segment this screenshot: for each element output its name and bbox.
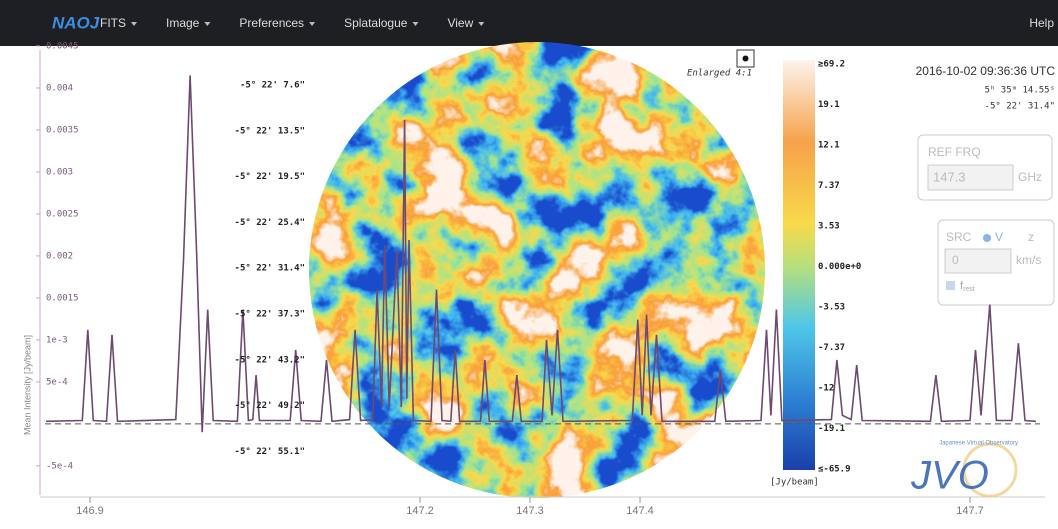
x-tick-label: 147.4 bbox=[626, 505, 654, 517]
colorbar-unit: [Jy/beam] bbox=[770, 478, 819, 488]
ref-frq-unit: GHz bbox=[1018, 170, 1042, 184]
src-value[interactable]: 0 bbox=[952, 253, 959, 267]
colorbar-label: -12 bbox=[818, 384, 834, 394]
y-tick-label: 0.0025 bbox=[46, 209, 79, 219]
x-tick-label: 147.2 bbox=[406, 505, 434, 517]
help-menu[interactable]: Help bbox=[1029, 16, 1054, 30]
zoom-icon bbox=[743, 56, 749, 62]
src-title: SRC bbox=[946, 230, 972, 244]
colorbar-label: 19.1 bbox=[818, 100, 840, 110]
app: NAOJ Help Mean Intensity [Jy/beam] Enlar… bbox=[0, 0, 1058, 529]
y-tick-label: 5e-4 bbox=[46, 377, 68, 387]
y-tick-label: -5e-4 bbox=[46, 461, 73, 471]
src-unit: km/s bbox=[1016, 253, 1041, 267]
colorbar-label: ≤-65.9 bbox=[818, 465, 851, 475]
nav-menu[interactable]: Image bbox=[166, 16, 200, 30]
colorbar-label: -19.1 bbox=[818, 424, 845, 434]
x-tick-label: 147.3 bbox=[516, 505, 544, 517]
x-tick-label: 146.9 bbox=[76, 505, 104, 517]
y-tick-label: 0.0015 bbox=[46, 293, 79, 303]
y-tick-label: 1e-3 bbox=[46, 335, 68, 345]
dec: -5° 22' 31.4" bbox=[985, 102, 1055, 112]
y-tick-label: 0.0035 bbox=[46, 125, 79, 135]
dec-label: -5° 22' 19.5" bbox=[235, 172, 305, 182]
jvo-logo: JVO bbox=[910, 454, 989, 498]
zoom-label: Enlarged 4:1 bbox=[687, 69, 752, 79]
colorbar-label: -3.53 bbox=[818, 303, 845, 313]
src-option[interactable]: V bbox=[995, 230, 1003, 244]
nav-menu[interactable]: View bbox=[447, 16, 473, 30]
dec-label: -5° 22' 43.2" bbox=[235, 355, 305, 365]
logo: NAOJ bbox=[52, 13, 100, 32]
colorbar-label: -7.37 bbox=[818, 343, 845, 353]
nav-menu[interactable]: Splatalogue bbox=[344, 16, 408, 30]
intensity-map bbox=[300, 40, 775, 500]
checkbox[interactable] bbox=[946, 281, 955, 290]
nav-menu[interactable]: Preferences bbox=[239, 16, 304, 30]
y-axis-label: Mean Intensity [Jy/beam] bbox=[22, 335, 32, 435]
y-tick-label: 0.002 bbox=[46, 251, 73, 261]
ref-frq-title: REF FRQ bbox=[928, 145, 981, 159]
dec-label: -5° 22' 55.1" bbox=[235, 447, 305, 457]
logo-caption: Japanese Virtual Observatory bbox=[939, 441, 1018, 447]
colorbar bbox=[783, 60, 815, 470]
colorbar-label: ≥69.2 bbox=[818, 60, 845, 70]
nav-menu[interactable]: FITS bbox=[100, 16, 126, 30]
colorbar-label: 0.000e+0 bbox=[818, 262, 861, 272]
y-tick-label: 0.004 bbox=[46, 83, 73, 93]
dec-label: -5° 22' 49.2" bbox=[235, 401, 305, 411]
ref-frq-value[interactable]: 147.3 bbox=[933, 169, 966, 184]
ra: 5ʰ 35ᵐ 14.55ˢ bbox=[985, 86, 1055, 96]
x-tick-label: 147.7 bbox=[956, 505, 984, 517]
y-tick-label: 0.0045 bbox=[46, 42, 79, 52]
navbar bbox=[0, 0, 1058, 46]
timestamp: 2016-10-02 09:36:36 UTC bbox=[916, 64, 1056, 78]
colorbar-label: 7.37 bbox=[818, 181, 840, 191]
image-disc bbox=[300, 40, 775, 500]
dec-label: -5° 22' 7.6" bbox=[240, 81, 305, 91]
dec-label: -5° 22' 25.4" bbox=[235, 218, 305, 228]
radio[interactable] bbox=[983, 234, 991, 242]
y-tick-label: 0.003 bbox=[46, 167, 73, 177]
page: NAOJ Help Mean Intensity [Jy/beam] Enlar… bbox=[0, 0, 1058, 529]
dec-label: -5° 22' 13.5" bbox=[235, 126, 305, 136]
src-option[interactable]: z bbox=[1028, 230, 1034, 244]
checkbox-label-sub: rest bbox=[963, 286, 975, 293]
dec-label: -5° 22' 37.3" bbox=[235, 310, 305, 320]
colorbar-label: 12.1 bbox=[818, 141, 840, 151]
dec-label: -5° 22' 31.4" bbox=[235, 264, 305, 274]
colorbar-label: 3.53 bbox=[818, 222, 840, 232]
